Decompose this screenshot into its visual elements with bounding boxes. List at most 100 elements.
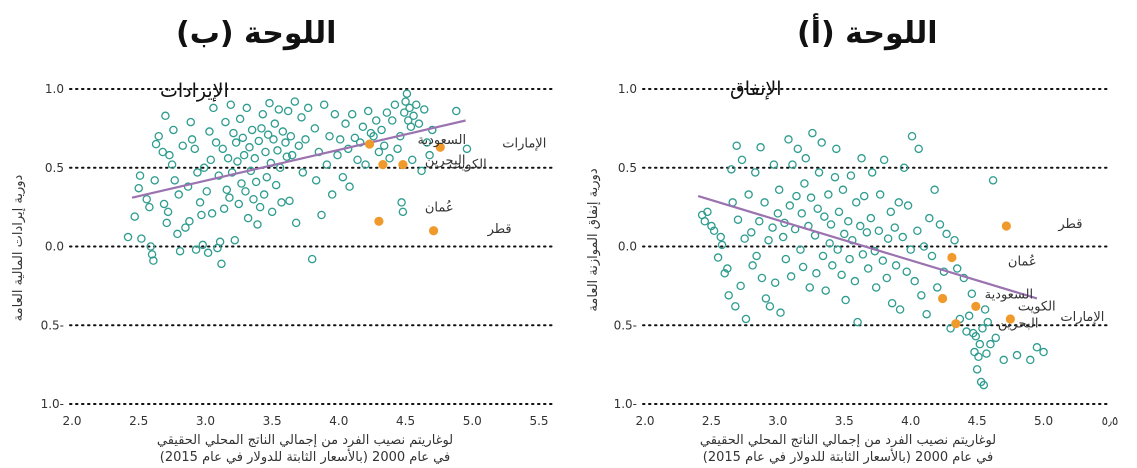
scatter-point	[397, 198, 406, 207]
scatter-point	[393, 144, 402, 154]
scatter-point	[857, 154, 866, 163]
panel-b-inner-title: الإيرادات	[160, 80, 229, 102]
scatter-point	[747, 228, 756, 237]
scatter-point	[845, 254, 854, 264]
scatter-point	[882, 273, 892, 283]
scatter-point	[181, 223, 190, 232]
scatter-point	[294, 141, 304, 150]
scatter-point	[361, 160, 370, 169]
scatter-point	[425, 150, 434, 160]
scatter-point	[226, 100, 236, 110]
scatter-point	[371, 116, 381, 125]
scatter-point	[765, 302, 775, 311]
scatter-point	[1032, 343, 1042, 352]
scatter-point	[258, 109, 268, 119]
scatter-point	[786, 272, 796, 281]
highlight-point	[947, 252, 957, 263]
scatter-point	[217, 259, 226, 269]
scatter-point	[798, 262, 808, 272]
scatter-point	[919, 242, 929, 251]
highlight-point	[435, 142, 445, 152]
scatter-point	[1026, 355, 1035, 365]
scatter-point	[259, 190, 269, 199]
scatter-point	[227, 168, 237, 177]
scatter-point	[859, 191, 869, 201]
scatter-point	[930, 185, 939, 195]
scatter-point	[158, 147, 167, 157]
scatter-point	[218, 144, 228, 154]
scatter-point	[781, 254, 791, 264]
scatter-point	[203, 248, 213, 258]
scatter-point	[452, 106, 461, 116]
scatter-point	[906, 245, 915, 254]
scatter-point	[818, 251, 828, 261]
x-tick-label: 2.0	[635, 414, 654, 428]
scatter-point	[751, 168, 760, 177]
highlight-point	[374, 216, 384, 226]
scatter-point	[917, 291, 926, 300]
scatter-point	[828, 261, 837, 270]
scatter-point	[907, 131, 917, 141]
highlight-point	[971, 301, 981, 311]
scatter-point	[851, 198, 861, 207]
scatter-point	[756, 143, 765, 152]
scatter-point	[871, 283, 881, 292]
scatter-point	[773, 209, 783, 218]
scatter-point	[988, 176, 998, 185]
scatter-point	[723, 264, 732, 273]
scatter-point	[215, 237, 225, 247]
scatter-point	[716, 232, 725, 242]
scatter-point	[159, 199, 169, 209]
scatter-point	[733, 215, 743, 224]
scatter-point	[910, 276, 919, 286]
scatter-point	[1039, 347, 1048, 357]
scatter-point	[979, 380, 989, 390]
scatter-point	[325, 131, 334, 141]
scatter-point	[824, 190, 833, 199]
scatter-point	[800, 179, 809, 188]
scatter-point	[952, 264, 962, 273]
scatter-point	[317, 210, 326, 220]
scatter-point	[755, 217, 764, 226]
scatter-point	[398, 207, 408, 217]
scatter-point	[369, 131, 378, 141]
scatter-point	[902, 267, 911, 276]
scatter-point	[913, 226, 922, 235]
scatter-point	[744, 190, 753, 199]
scatter-point	[167, 160, 177, 169]
scatter-point	[186, 117, 196, 127]
scatter-point	[142, 194, 151, 204]
scatter-point	[727, 165, 736, 174]
scatter-point	[154, 131, 163, 141]
scatter-point	[355, 138, 365, 147]
scatter-point	[838, 185, 848, 195]
scatter-point	[769, 160, 779, 169]
scatter-point	[173, 229, 182, 239]
y-tick-label: 0.5	[618, 161, 637, 175]
scatter-point	[903, 201, 913, 210]
scatter-point	[198, 240, 208, 250]
scatter-point	[209, 103, 218, 113]
scatter-point	[239, 150, 249, 160]
scatter-point	[875, 190, 885, 199]
scatter-point	[229, 128, 238, 138]
x-tick-label: 2.5	[129, 414, 148, 428]
scatter-point	[887, 298, 897, 308]
scatter-point	[883, 234, 893, 243]
scatter-point	[417, 166, 426, 176]
y-tick-label: 0.5-	[614, 318, 637, 332]
scatter-point	[833, 245, 842, 254]
panel-a-y-axis-label: دورية إنفاق الموازنة العامة	[586, 168, 601, 311]
country-label: عُمان	[1008, 254, 1037, 270]
country-label: الكويت	[1018, 299, 1056, 314]
scatter-point	[170, 176, 179, 185]
scatter-point	[411, 100, 421, 110]
scatter-point	[377, 125, 386, 135]
scatter-point	[971, 332, 981, 341]
scatter-point	[874, 226, 884, 235]
scatter-point	[841, 295, 850, 305]
scatter-point	[853, 317, 862, 327]
scatter-point	[890, 223, 900, 232]
scatter-point	[277, 198, 286, 207]
scatter-point	[219, 204, 229, 213]
